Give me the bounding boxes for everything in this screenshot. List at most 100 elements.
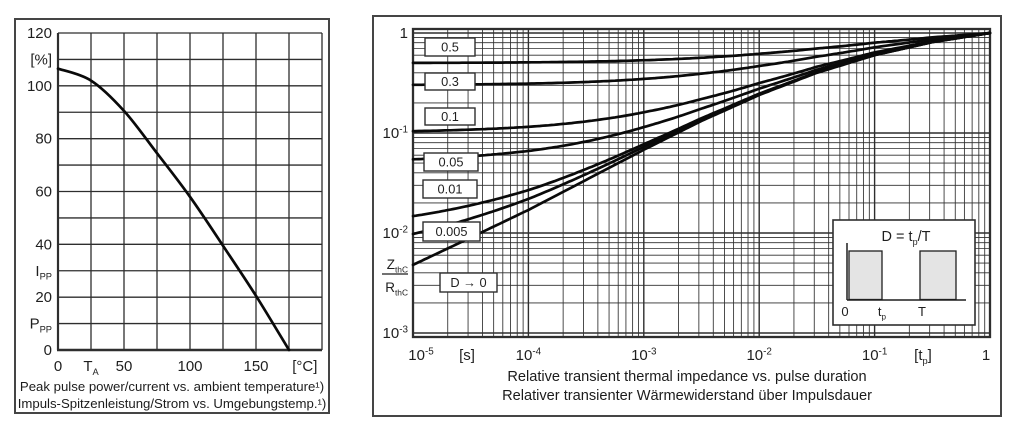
curve-label-box: D → 0 bbox=[439, 272, 498, 293]
label-part: /T bbox=[918, 229, 931, 245]
curve-label-box: 0.3 bbox=[424, 72, 476, 91]
label-part: 0 bbox=[54, 358, 62, 375]
label-part: I bbox=[35, 263, 39, 280]
label-part: p bbox=[882, 312, 887, 321]
label-part: -1 bbox=[399, 124, 408, 135]
grid bbox=[57, 32, 323, 351]
plot-border bbox=[411, 27, 992, 339]
curve-label-box: 0.5 bbox=[424, 37, 476, 57]
derating-caption-en: Peak pulse power/current vs. ambient tem… bbox=[19, 379, 325, 394]
label-part: 0.005 bbox=[435, 224, 467, 239]
label-part: Z bbox=[387, 257, 395, 272]
curve-label-box-border bbox=[424, 72, 476, 91]
curve-label: 0.05 bbox=[439, 155, 464, 170]
curve-label-box-border bbox=[424, 37, 476, 57]
label-part: 10 bbox=[631, 347, 648, 364]
label-part: 60 bbox=[35, 184, 52, 201]
label-part: 0 bbox=[841, 304, 848, 319]
label-part: 1 bbox=[400, 25, 408, 42]
label-part: D → 0 bbox=[450, 275, 486, 290]
inset-axis-label: tp bbox=[878, 304, 887, 321]
thermal-impedance-figure: 0.5 0.3 0.1 0.05 0.01 0.005 D → 0 1 10-1 10-2 10-3… bbox=[372, 15, 1002, 417]
y-tick-label: 10-1 bbox=[383, 124, 409, 142]
label-part: 0.5 bbox=[441, 40, 459, 55]
label-part: 10 bbox=[383, 225, 400, 242]
x-tick-label: 50 bbox=[116, 358, 133, 375]
label-part: PP bbox=[40, 324, 52, 334]
label-part: 80 bbox=[35, 131, 52, 148]
curve-D-0.5 bbox=[411, 31, 992, 65]
label-part: A bbox=[92, 367, 99, 377]
inset-axis-label: T bbox=[918, 304, 926, 319]
label-part: [°C] bbox=[292, 358, 317, 375]
y-tick-label: 40 bbox=[35, 236, 52, 253]
curve-label-box-border bbox=[424, 107, 476, 126]
label-part: [s] bbox=[459, 347, 475, 364]
label-part: p bbox=[923, 356, 928, 366]
curve-label-box-border bbox=[422, 179, 478, 199]
x-tick-label: 10-3 bbox=[631, 346, 657, 364]
y-tick-label: 120 bbox=[27, 25, 52, 42]
y-tick-label: 10-3 bbox=[383, 324, 409, 342]
label-part: 0.1 bbox=[441, 109, 459, 124]
label-part: P bbox=[30, 316, 40, 333]
x-tick-label: [s] bbox=[459, 347, 475, 364]
label-part: -3 bbox=[648, 346, 657, 357]
label-part: 120 bbox=[27, 25, 52, 42]
label-part: -3 bbox=[399, 324, 408, 335]
curve-family bbox=[411, 31, 992, 267]
curve-label-box: 0.1 bbox=[424, 107, 476, 126]
label-part: 10 bbox=[383, 125, 400, 142]
label-part: T bbox=[918, 304, 926, 319]
y-tick-label: IPP bbox=[35, 263, 52, 282]
label-part: T bbox=[83, 358, 92, 375]
inset-formula: D = tp/T bbox=[882, 229, 931, 247]
label-part: PP bbox=[40, 272, 52, 282]
label-part: 10 bbox=[516, 347, 533, 364]
label-part: 10 bbox=[383, 325, 400, 342]
y-tick-label: PPP bbox=[30, 316, 52, 335]
label-part: R bbox=[385, 280, 395, 295]
x-tick-label: [°C] bbox=[292, 358, 317, 375]
curve-label-box: 0.01 bbox=[422, 179, 478, 199]
label-part: 20 bbox=[35, 289, 52, 306]
curve-D-0.3 bbox=[411, 31, 992, 87]
curve-label: 0.5 bbox=[441, 40, 459, 55]
label-part: [t bbox=[914, 347, 923, 364]
curve-label-box-border bbox=[423, 152, 479, 172]
label-part: 100 bbox=[177, 358, 202, 375]
x-tick-label: 0 bbox=[54, 358, 62, 375]
curve-label-box: 0.005 bbox=[422, 221, 481, 242]
label-part: ] bbox=[928, 347, 932, 364]
label-part: -1 bbox=[879, 346, 888, 357]
label-part: 10 bbox=[746, 347, 763, 364]
label-part: -4 bbox=[532, 346, 541, 357]
curve-label: 0.1 bbox=[441, 109, 459, 124]
y-axis-quantity-numerator: ZthC bbox=[387, 257, 408, 275]
y-tick-label: 20 bbox=[35, 289, 52, 306]
label-part: p bbox=[913, 237, 918, 247]
y-axis-quantity-denominator: RthC bbox=[385, 280, 408, 298]
x-tick-label: TA bbox=[83, 358, 99, 377]
y-tick-label: 1 bbox=[400, 25, 408, 42]
curve-label: D → 0 bbox=[450, 275, 486, 290]
label-part: 0.3 bbox=[441, 74, 459, 89]
y-tick-label: 60 bbox=[35, 184, 52, 201]
label-part: 100 bbox=[27, 78, 52, 95]
curve-label-box-border bbox=[422, 221, 481, 242]
y-tick-label: [%] bbox=[30, 51, 52, 68]
label-part: t bbox=[878, 304, 882, 319]
thermal-impedance-caption-de: Relativer transienter Wärmewiderstand üb… bbox=[502, 388, 872, 404]
x-tick-label: 10-5 bbox=[408, 346, 434, 364]
x-tick-label: 150 bbox=[243, 358, 268, 375]
label-part: thC bbox=[395, 265, 408, 275]
thermal-impedance-caption-en: Relative transient thermal impedance vs.… bbox=[507, 369, 867, 385]
inset-pulse-2 bbox=[919, 250, 957, 301]
curve-D-0 bbox=[411, 31, 992, 267]
y-tick-label: 80 bbox=[35, 131, 52, 148]
label-part: -5 bbox=[425, 346, 434, 357]
x-tick-label: 10-4 bbox=[516, 346, 542, 364]
label-part: 0 bbox=[44, 342, 52, 359]
